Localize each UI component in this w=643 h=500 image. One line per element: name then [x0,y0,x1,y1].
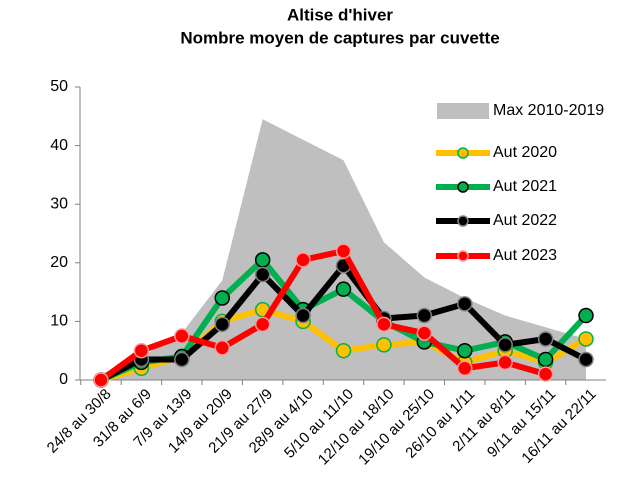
marker [539,352,553,366]
marker [417,309,431,323]
marker [377,338,391,352]
marker [256,268,270,282]
marker [417,326,431,340]
legend-marker [458,251,468,261]
marker [296,253,310,267]
legend-marker [458,182,468,192]
marker [579,352,593,366]
legend-marker [458,148,468,158]
marker [215,291,229,305]
marker [296,309,310,323]
marker [539,367,553,381]
chart-title: Altise d'hiver [287,5,393,24]
marker [134,344,148,358]
marker [498,338,512,352]
marker [458,361,472,375]
y-tick-label: 50 [50,78,68,95]
legend-marker [458,216,468,226]
chart: Altise d'hiver Nombre moyen de captures … [0,0,643,500]
marker [215,341,229,355]
y-tick-label: 0 [59,371,68,388]
marker [458,344,472,358]
marker [579,332,593,346]
marker [498,355,512,369]
marker [337,282,351,296]
legend-label: Aut 2023 [493,247,557,264]
y-tick-label: 10 [50,313,68,330]
marker [458,297,472,311]
marker [539,332,553,346]
legend-label: Max 2010-2019 [493,102,604,119]
marker [337,244,351,258]
y-tick-label: 30 [50,195,68,212]
marker [256,317,270,331]
legend-label: Aut 2022 [493,212,557,229]
marker [256,253,270,267]
marker [175,329,189,343]
y-tick-label: 40 [50,137,68,154]
legend-label: Aut 2021 [493,178,557,195]
marker [579,309,593,323]
marker [175,352,189,366]
marker [215,317,229,331]
marker [94,373,108,387]
marker [337,344,351,358]
y-tick-label: 20 [50,254,68,271]
chart-subtitle: Nombre moyen de captures par cuvette [180,28,499,47]
marker [377,317,391,331]
legend-label: Aut 2020 [493,144,557,161]
legend-swatch [437,103,489,119]
